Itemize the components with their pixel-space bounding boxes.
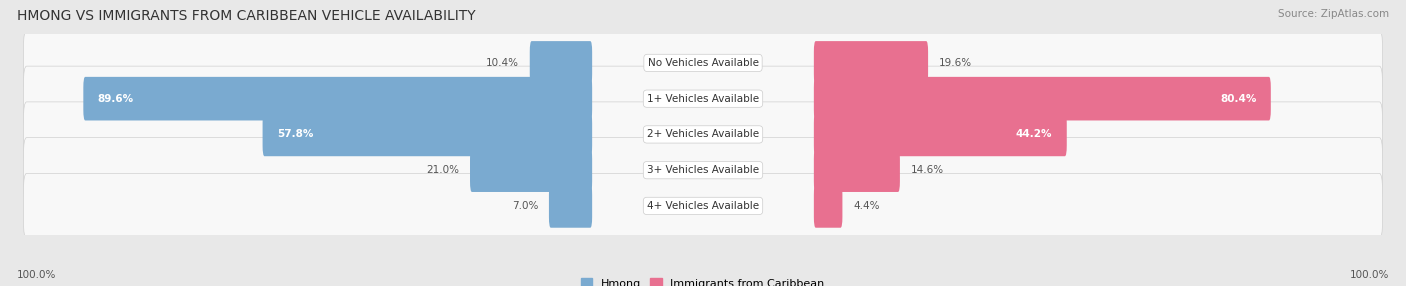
FancyBboxPatch shape bbox=[24, 30, 1382, 96]
FancyBboxPatch shape bbox=[24, 173, 1382, 239]
Text: 4.4%: 4.4% bbox=[853, 201, 880, 211]
Text: 100.0%: 100.0% bbox=[17, 270, 56, 280]
Text: 100.0%: 100.0% bbox=[1350, 270, 1389, 280]
FancyBboxPatch shape bbox=[24, 102, 1382, 167]
FancyBboxPatch shape bbox=[24, 138, 1382, 203]
FancyBboxPatch shape bbox=[263, 113, 592, 156]
Text: No Vehicles Available: No Vehicles Available bbox=[648, 58, 758, 68]
Text: 89.6%: 89.6% bbox=[98, 94, 134, 104]
FancyBboxPatch shape bbox=[814, 77, 1271, 120]
FancyBboxPatch shape bbox=[814, 113, 1067, 156]
Text: 4+ Vehicles Available: 4+ Vehicles Available bbox=[647, 201, 759, 211]
FancyBboxPatch shape bbox=[814, 184, 842, 228]
FancyBboxPatch shape bbox=[83, 77, 592, 120]
Text: 1+ Vehicles Available: 1+ Vehicles Available bbox=[647, 94, 759, 104]
FancyBboxPatch shape bbox=[24, 66, 1382, 131]
Text: 7.0%: 7.0% bbox=[512, 201, 538, 211]
Text: 44.2%: 44.2% bbox=[1017, 130, 1052, 139]
FancyBboxPatch shape bbox=[814, 41, 928, 85]
FancyBboxPatch shape bbox=[814, 148, 900, 192]
Text: Source: ZipAtlas.com: Source: ZipAtlas.com bbox=[1278, 9, 1389, 19]
Text: 19.6%: 19.6% bbox=[939, 58, 972, 68]
Text: 57.8%: 57.8% bbox=[277, 130, 314, 139]
FancyBboxPatch shape bbox=[470, 148, 592, 192]
Legend: Hmong, Immigrants from Caribbean: Hmong, Immigrants from Caribbean bbox=[576, 274, 830, 286]
Text: 80.4%: 80.4% bbox=[1220, 94, 1257, 104]
Text: 3+ Vehicles Available: 3+ Vehicles Available bbox=[647, 165, 759, 175]
Text: HMONG VS IMMIGRANTS FROM CARIBBEAN VEHICLE AVAILABILITY: HMONG VS IMMIGRANTS FROM CARIBBEAN VEHIC… bbox=[17, 9, 475, 23]
Text: 2+ Vehicles Available: 2+ Vehicles Available bbox=[647, 130, 759, 139]
FancyBboxPatch shape bbox=[548, 184, 592, 228]
Text: 10.4%: 10.4% bbox=[486, 58, 519, 68]
FancyBboxPatch shape bbox=[530, 41, 592, 85]
Text: 14.6%: 14.6% bbox=[911, 165, 943, 175]
Text: 21.0%: 21.0% bbox=[426, 165, 460, 175]
